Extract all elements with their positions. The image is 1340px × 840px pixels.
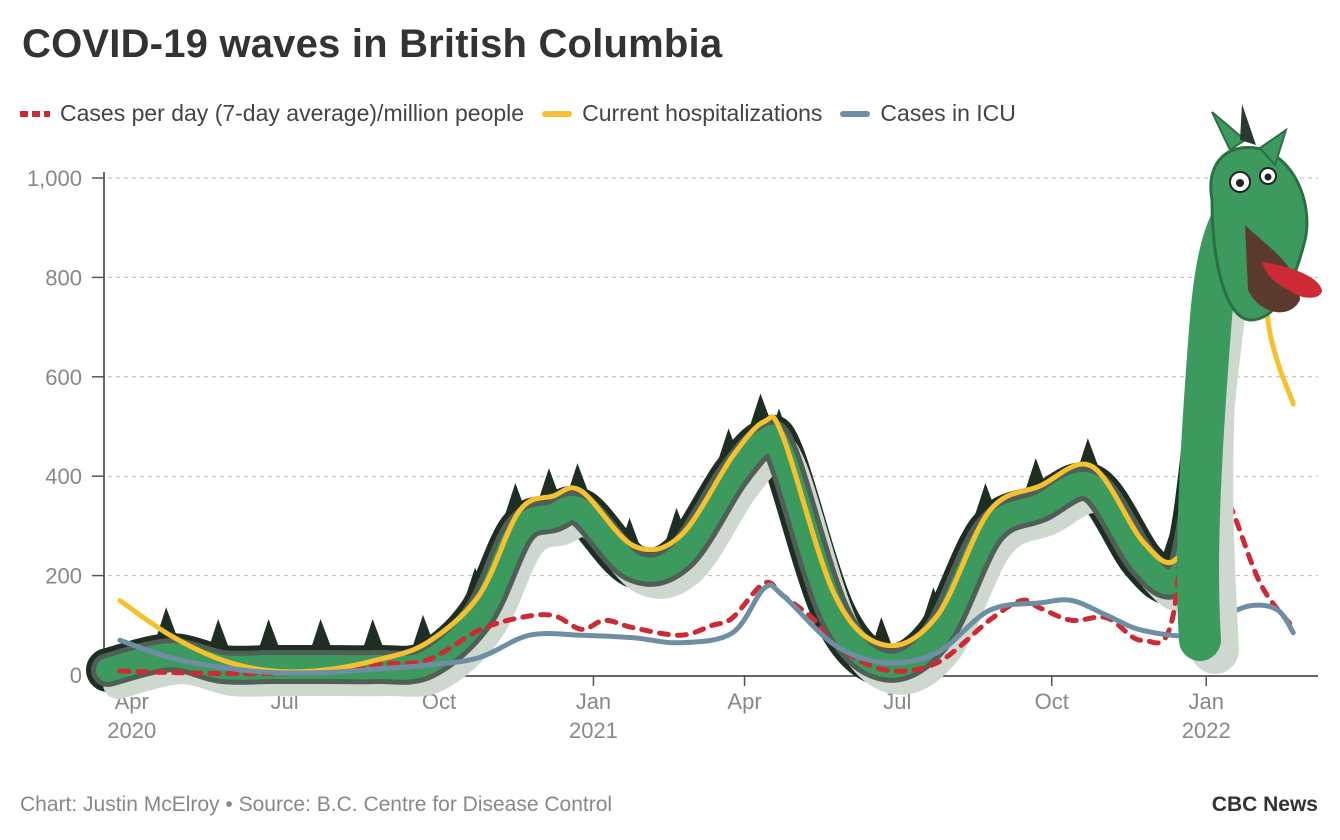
legend-label-hospitalizations: Current hospitalizations [582,100,823,126]
legend-label-cases: Cases per day (7-day average)/million pe… [60,100,525,126]
legend-swatch-hospitalizations [542,110,573,117]
x-tick-year-label: 2020 [107,718,156,743]
x-tick-label: Jan [1188,689,1223,714]
series-line-icu [117,582,1296,676]
dragon-head-illustration [1177,104,1322,674]
dragon-ear-left [1211,111,1247,152]
dragon-illustration [86,195,1278,699]
y-tick-label: 800 [45,265,82,290]
y-tick-label: 1,000 [27,166,82,191]
dragon-pupil-right [1264,173,1272,181]
dragon-tongue [1262,262,1322,298]
data-series [117,188,1296,677]
series-line-hospitalizations [117,188,1296,675]
chart-legend: Cases per day (7-day average)/million pe… [20,100,1034,127]
legend-item-icu: Cases in ICU [840,100,1016,127]
legend-label-icu: Cases in ICU [880,100,1016,126]
chart-credit: Chart: Justin McElroy • Source: B.C. Cen… [20,793,613,816]
x-tick-label: Apr [727,689,761,714]
dragon-horn [1240,104,1256,145]
legend-swatch-cases [20,110,50,117]
dragon-pupil-left [1236,179,1244,187]
legend-item-cases: Cases per day (7-day average)/million pe… [20,100,524,127]
gridlines [103,172,1318,677]
legend-swatch-icu [840,110,871,117]
y-tick-label: 0 [70,663,82,688]
x-tick-year-label: 2022 [1182,718,1231,743]
y-tick-label: 400 [45,464,82,489]
x-tick-label: Oct [1035,689,1069,714]
x-tick-label: Jan [576,689,611,714]
x-tick-year-label: 2021 [569,718,618,743]
y-axis-ticks: 0 200 400 600 800 1,000 [27,166,104,688]
dragon-ear-right [1258,127,1288,167]
y-tick-label: 200 [45,564,82,589]
chart-title: COVID-19 waves in British Columbia [22,22,723,66]
brand-logo: CBC News [1211,793,1318,816]
y-tick-label: 600 [45,365,82,390]
legend-item-hospitalizations: Current hospitalizations [542,100,822,127]
